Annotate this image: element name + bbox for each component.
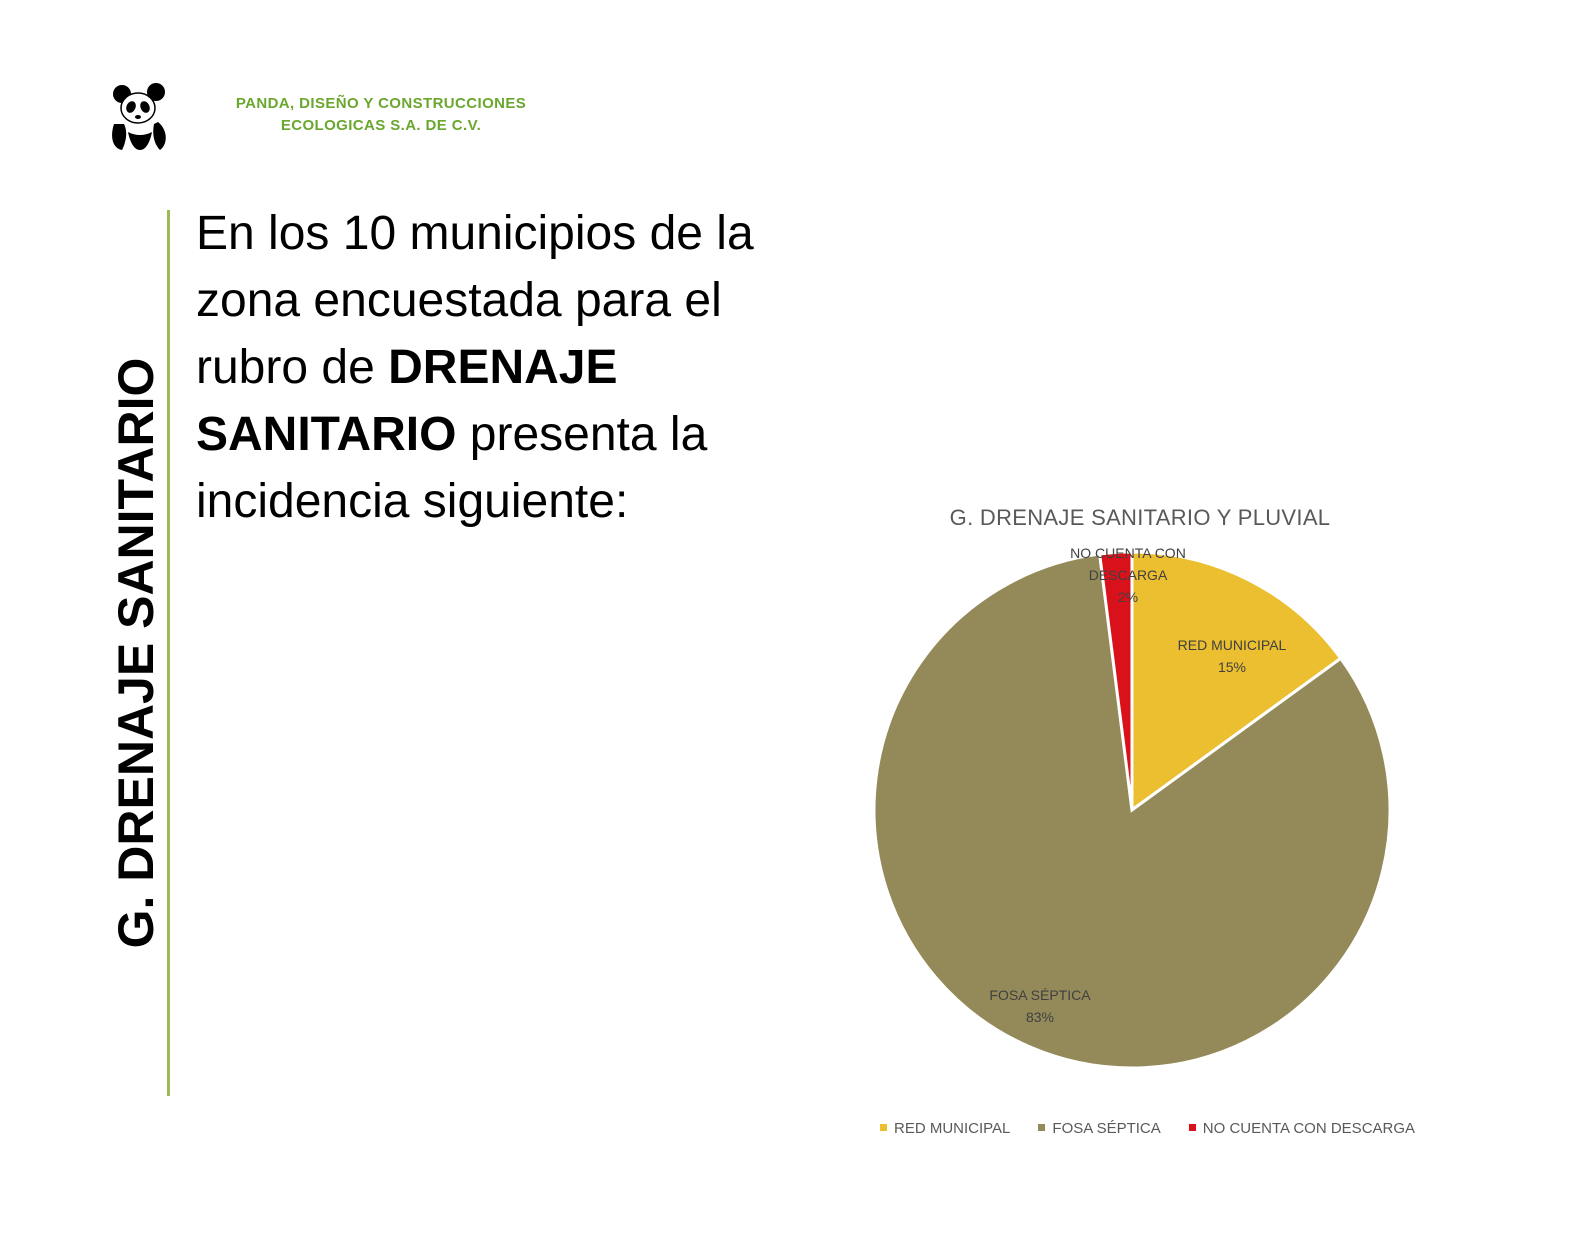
legend-item: RED MUNICIPAL (880, 1120, 1010, 1137)
legend-label: FOSA SÉPTICA (1052, 1120, 1161, 1137)
intro-paragraph: En los 10 municipios de la zona encuesta… (196, 200, 816, 535)
data-label-name: RED MUNICIPAL (1178, 637, 1287, 653)
chart-legend: RED MUNICIPAL FOSA SÉPTICA NO CUENTA CON D… (880, 1120, 1440, 1137)
intro-text-bold: DRENAJE SANITARIO (196, 341, 618, 461)
legend-item: NO CUENTA CON DESCARGA (1188, 1120, 1416, 1137)
legend-label: RED MUNICIPAL (894, 1120, 1011, 1137)
data-label-percent: 83% (1026, 1009, 1054, 1025)
legend-item: FOSA SÉPTICA (1038, 1120, 1161, 1137)
panda-logo-icon (112, 83, 166, 150)
data-label-percent: 2% (1118, 589, 1138, 605)
company-name-line2: ECOLOGICAS S.A. DE C.V. (280, 117, 482, 134)
company-name: PANDA, DISEÑO Y CONSTRUCCIONES ECOLOGICA… (196, 93, 566, 137)
intro-text-part2: presenta la incidencia siguiente: (196, 408, 708, 528)
legend-label: NO CUENTA CON DESCARGA (1202, 1120, 1416, 1137)
pie-slice-no-cuenta-con-descarga (1097, 550, 1134, 811)
legend-swatch (1038, 1123, 1046, 1131)
intro-text-part1: En los 10 municipios de la zona encuesta… (196, 207, 754, 394)
data-label-name: FOSA SÉPTICA (989, 987, 1091, 1003)
legend-swatch (880, 1123, 887, 1131)
vertical-divider (167, 210, 170, 1096)
chart-title: G. DRENAJE SANITARIO Y PLUVIAL (949, 505, 1331, 530)
pie-slice-fosa-s-ptica (872, 552, 1392, 1070)
pie-slice-red-municipal (1130, 550, 1343, 813)
data-label-name: NO CUENTA CON DESCARGA (1070, 545, 1186, 583)
company-name-line1: PANDA, DISEÑO Y CONSTRUCCIONES (235, 95, 527, 112)
data-label-percent: 15% (1218, 659, 1246, 675)
legend-swatch (1188, 1123, 1196, 1131)
